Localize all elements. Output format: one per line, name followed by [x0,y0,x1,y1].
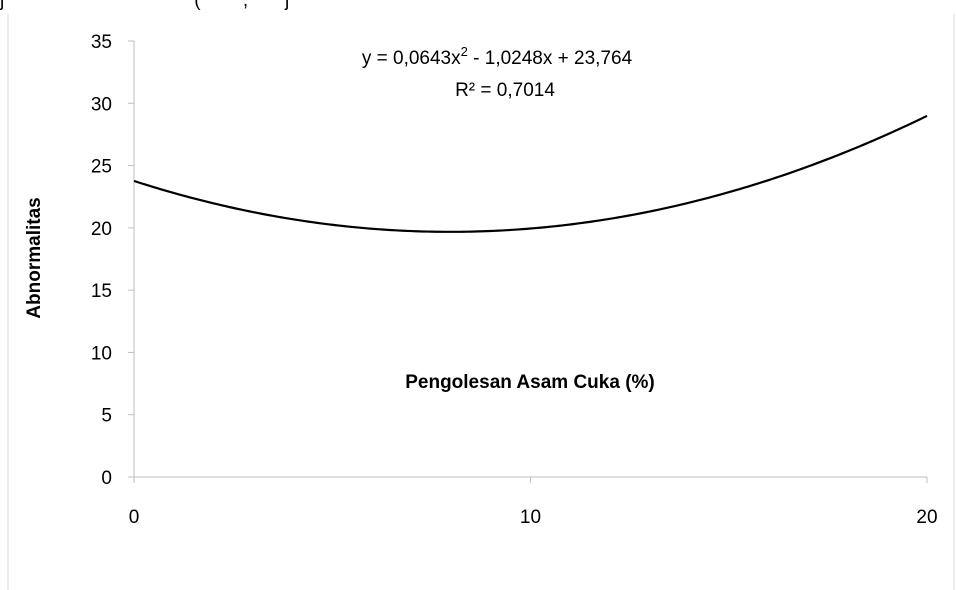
y-tick-label: 35 [91,32,112,53]
x-tick-label: 20 [916,507,937,528]
x-tick-label: 0 [129,507,140,528]
y-tick-label: 5 [101,406,112,427]
series-group [133,114,928,233]
x-axis-title: Pengolesan Asam Cuka (%) [405,372,655,393]
cropped-header-text: j ( , j [0,0,290,11]
y-tick-label: 15 [91,281,112,302]
x-tick-label: 10 [520,507,541,528]
y-tick-label: 10 [91,343,112,364]
axes-group: 0 5 10 15 20 25 30 35 0 10 20 [91,32,938,528]
trend-line [133,114,928,233]
r-squared-label: R² = 0,7014 [455,80,555,101]
y-tick-label: 20 [91,219,112,240]
y-tick-label: 0 [101,468,112,489]
y-tick-label: 30 [91,94,112,115]
y-axis-title: Abnormalitas [24,197,45,318]
trendline-equation: y = 0,0643x2 - 1,0248x + 23,764 [362,44,633,69]
y-tick-label: 25 [91,157,112,178]
